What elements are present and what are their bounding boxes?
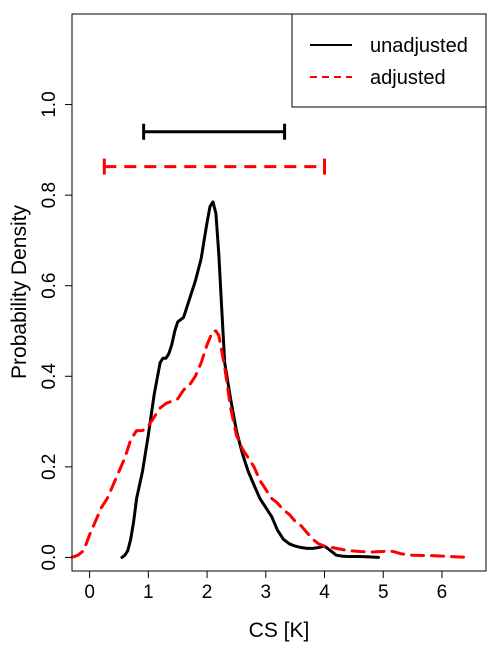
y-tick-label: 0.4 [39,363,60,390]
legend-label-unadjusted: unadjusted [370,35,468,57]
interval-bar-unadjusted [142,123,287,140]
x-axis-title: CS [K] [249,619,310,642]
x-tick-label: 2 [202,582,213,603]
y-axis-title: Probability Density [8,205,31,379]
x-tick-label: 6 [437,582,448,603]
y-axis: 0.0 0.2 0.4 0.6 0.8 1.0 [39,91,73,571]
series-line-unadjusted [120,200,380,559]
y-tick-label: 0.6 [39,272,60,298]
x-tick-label: 1 [143,582,154,603]
y-tick-label: 0.0 [39,544,60,570]
y-tick-label: 0.2 [39,454,60,480]
interval-bars [102,123,327,175]
x-tick-label: 5 [378,582,389,603]
density-curves [70,200,473,559]
interval-bar-adjusted [102,158,327,175]
y-tick-label: 0.8 [39,182,60,208]
legend-box [291,13,487,108]
x-axis: 0 1 2 3 4 5 6 [84,570,448,603]
y-tick-label: 1.0 [39,91,60,117]
legend: unadjusted adjusted [291,13,487,108]
legend-label-adjusted: adjusted [370,67,446,89]
x-tick-label: 0 [84,582,95,603]
x-tick-label: 4 [319,582,330,603]
series-line-adjusted [70,329,473,559]
x-tick-label: 3 [260,582,271,603]
